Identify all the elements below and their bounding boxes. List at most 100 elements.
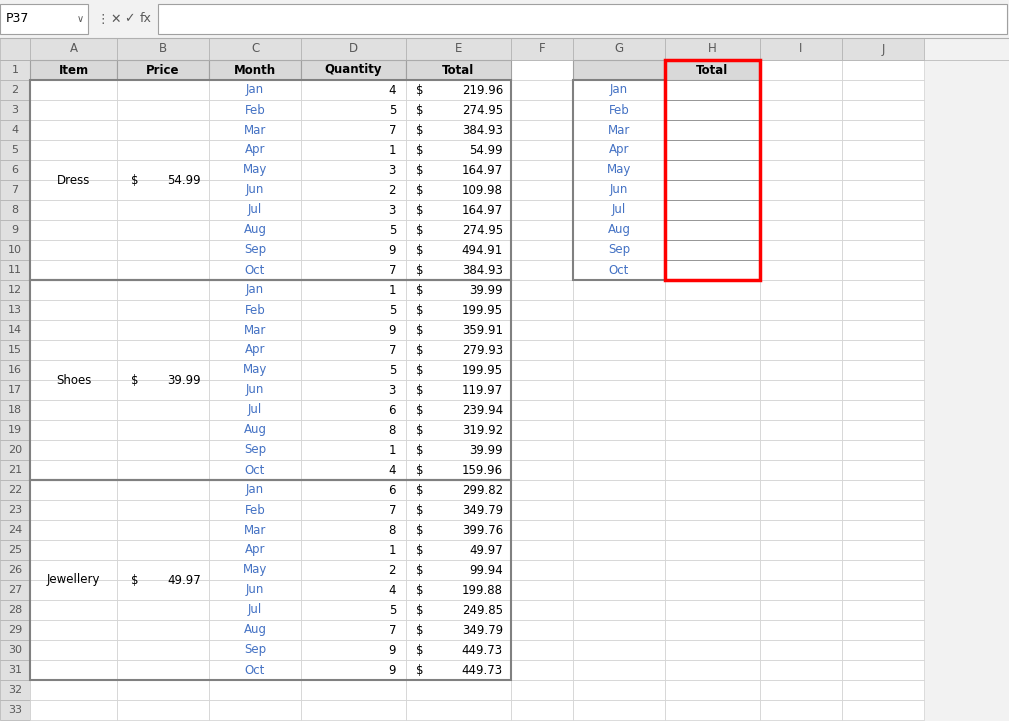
Bar [406,600,511,620]
Bar [30,340,117,360]
Text: Aug: Aug [607,224,631,236]
Text: Jun: Jun [246,583,264,596]
Text: $: $ [416,404,424,417]
Bar [842,520,924,540]
Bar [301,60,406,80]
Bar [30,260,117,280]
Bar [573,420,665,440]
Bar [209,180,301,200]
Bar [117,500,209,520]
Bar [573,580,665,600]
Text: 4: 4 [11,125,18,135]
Bar [301,640,406,660]
Bar [511,100,573,120]
Bar [760,320,842,340]
Bar [209,440,301,460]
Text: 39.99: 39.99 [469,443,503,456]
Text: Sep: Sep [244,443,266,456]
Bar [209,320,301,340]
Text: 49.97: 49.97 [469,544,503,557]
Text: Oct: Oct [245,263,265,276]
Bar [760,380,842,400]
Bar [30,340,117,360]
Bar [30,160,117,180]
Bar [573,500,665,520]
Bar [665,80,760,100]
Text: 3: 3 [388,384,396,397]
Bar [209,280,301,300]
Bar [406,640,511,660]
Bar [665,60,760,80]
Bar [301,660,406,680]
Bar [30,240,117,260]
Bar [117,300,209,320]
Bar [0,440,30,460]
Bar [30,640,117,660]
Bar [406,360,511,380]
Text: 8: 8 [388,523,396,536]
Bar [301,400,406,420]
Text: $: $ [416,244,424,257]
Bar [209,560,301,580]
Bar [406,300,511,320]
Bar [30,600,117,620]
Text: 26: 26 [8,565,22,575]
Bar [406,260,511,280]
Bar [842,500,924,520]
Text: 24: 24 [8,525,22,535]
Bar [301,520,406,540]
Text: 4: 4 [388,464,396,477]
Bar [406,480,511,500]
Text: $: $ [131,174,138,187]
Bar [573,140,665,160]
Bar [511,120,573,140]
Text: 28: 28 [8,605,22,615]
Text: 13: 13 [8,305,22,315]
Bar [760,540,842,560]
Bar [301,380,406,400]
Bar [117,600,209,620]
Bar [209,540,301,560]
Bar [760,100,842,120]
Text: 164.97: 164.97 [462,203,503,216]
Bar [209,660,301,680]
Bar [406,120,511,140]
Bar [842,220,924,240]
Bar [209,220,301,240]
Bar [760,500,842,520]
Text: Shoes: Shoes [55,373,91,386]
Bar [573,160,665,180]
Text: 7: 7 [11,185,18,195]
Bar [573,100,665,120]
Bar [117,500,209,520]
Bar [760,240,842,260]
Bar [30,460,117,480]
Bar [511,620,573,640]
Text: Apr: Apr [245,544,265,557]
Text: 239.94: 239.94 [462,404,503,417]
Bar [573,360,665,380]
Bar [117,120,209,140]
Bar [117,540,209,560]
Text: 109.98: 109.98 [462,184,503,197]
Text: E: E [455,43,462,56]
Bar [665,100,760,120]
Text: P37: P37 [6,12,29,25]
Bar [665,160,760,180]
Text: G: G [614,43,624,56]
Bar [209,380,301,400]
Text: Jul: Jul [248,603,262,616]
Bar [30,400,117,420]
Text: 5: 5 [388,304,396,317]
Bar [573,680,665,700]
Bar [117,620,209,640]
Bar [665,38,760,60]
Bar [406,60,511,80]
Text: $: $ [416,443,424,456]
Bar [209,240,301,260]
Bar [511,560,573,580]
Bar [573,700,665,720]
Bar [406,280,511,300]
Bar [209,660,301,680]
Bar [406,480,511,500]
